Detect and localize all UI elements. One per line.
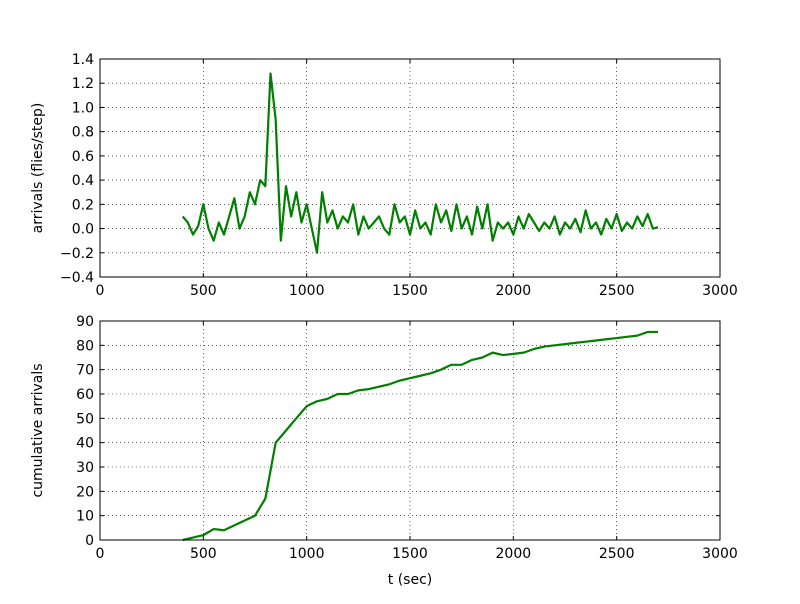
y-tick-label: 1.4 [72, 52, 94, 68]
y-tick-label: 1.2 [72, 76, 94, 92]
y-tick-label: 20 [76, 484, 94, 500]
x-tick-label: 3000 [702, 546, 738, 562]
x-tick-label: 2500 [599, 546, 635, 562]
y-axis-label: cumulative arrivals [30, 363, 46, 497]
x-tick-label: 2000 [496, 283, 532, 299]
y-tick-label: 40 [76, 436, 94, 452]
data-line [181, 72, 659, 254]
x-tick-label: 500 [190, 283, 217, 299]
y-tick-label: 0 [85, 533, 94, 549]
y-tick-label: 30 [76, 460, 94, 476]
x-tick-label: 2500 [599, 283, 635, 299]
y-tick-label: 0.0 [72, 222, 94, 238]
y-tick-label: 60 [76, 387, 94, 403]
y-tick-label: 70 [76, 363, 94, 379]
y-tick-label: −0.2 [60, 246, 94, 262]
data-line [182, 330, 658, 542]
x-tick-label: 500 [190, 546, 217, 562]
y-tick-label: 0.4 [72, 173, 94, 189]
x-tick-label: 1500 [392, 283, 428, 299]
y-tick-label: 0.6 [72, 149, 94, 165]
y-tick-label: 50 [76, 411, 94, 427]
x-tick-label: 1000 [289, 546, 325, 562]
y-axis-label: arrivals (flies/step) [30, 103, 46, 234]
x-tick-label: 1000 [289, 283, 325, 299]
x-axis-label: t (sec) [388, 572, 432, 588]
y-tick-label: 90 [76, 314, 94, 330]
x-tick-label: 0 [96, 283, 105, 299]
x-tick-label: 2000 [496, 546, 532, 562]
x-tick-label: 3000 [702, 283, 738, 299]
axes-frame [99, 320, 721, 541]
x-tick-label: 1500 [392, 546, 428, 562]
y-tick-label: 10 [76, 509, 94, 525]
y-tick-label: 1.0 [72, 100, 94, 116]
y-tick-label: 80 [76, 338, 94, 354]
y-tick-label: 0.2 [72, 197, 94, 213]
axes-frame [99, 58, 721, 278]
y-tick-label: −0.4 [60, 270, 94, 286]
y-tick-label: 0.8 [72, 125, 94, 141]
x-tick-label: 0 [96, 546, 105, 562]
